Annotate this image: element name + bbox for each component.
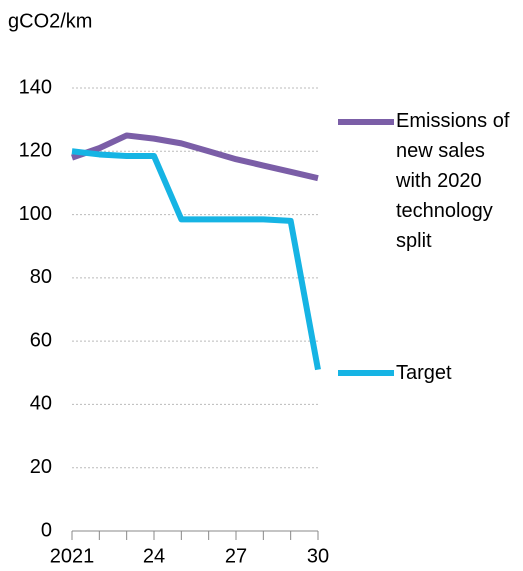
y-tick-label: 140 <box>19 76 52 98</box>
y-tick-label: 100 <box>19 203 52 225</box>
legend-label: Target <box>396 362 452 384</box>
x-tick-label: 2021 <box>50 545 95 567</box>
y-tick-label: 20 <box>30 456 52 478</box>
y-tick-label: 80 <box>30 266 52 288</box>
y-axis-label: gCO2/km <box>8 10 92 32</box>
series-line <box>71 148 321 371</box>
x-tick-label: 30 <box>307 545 329 567</box>
y-tick-label: 40 <box>30 393 52 415</box>
series-line <box>71 132 319 182</box>
x-tick-label: 24 <box>143 545 165 567</box>
y-tick-label: 120 <box>19 140 52 162</box>
y-tick-label: 0 <box>41 519 52 541</box>
legend-label: Emissions of new sales with 2020 technol… <box>396 110 510 252</box>
y-tick-label: 60 <box>30 329 52 351</box>
x-tick-label: 27 <box>225 545 247 567</box>
